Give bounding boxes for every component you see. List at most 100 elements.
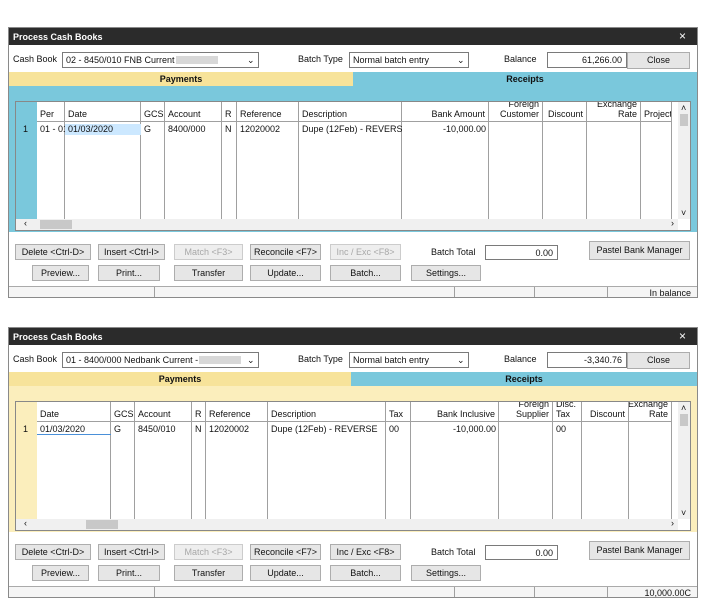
action-button[interactable]: Update... [250, 265, 321, 281]
status-text: In balance [649, 288, 691, 298]
action-button: Match <F3> [174, 544, 243, 560]
action-button[interactable]: Insert <Ctrl-I> [98, 544, 165, 560]
row-number: 1 [23, 124, 29, 134]
status-divider [154, 587, 155, 597]
balance-label: Balance [504, 54, 537, 64]
column-header: Bank Inclusive [411, 402, 499, 422]
action-button[interactable]: Update... [250, 565, 321, 581]
column-header: Foreign Customer [489, 102, 543, 122]
column-divider [141, 122, 165, 220]
column-header: Discount [582, 402, 629, 422]
status-divider [534, 287, 535, 297]
pastel-button[interactable]: Pastel Bank Manager [589, 241, 690, 260]
action-button[interactable]: Batch... [330, 565, 401, 581]
batch-type-label: Batch Type [298, 54, 343, 64]
close-button[interactable]: Close [627, 352, 690, 369]
grid-cell[interactable]: Dupe (12Feb) - REVERSE [271, 424, 378, 434]
action-button[interactable]: Delete <Ctrl-D> [15, 244, 91, 260]
grid-cell[interactable]: 8400/000 [168, 124, 206, 134]
grid-cell[interactable]: -10,000.00 [442, 124, 486, 134]
status-bar: In balance [9, 286, 697, 298]
action-button[interactable]: Transfer [174, 265, 243, 281]
column-divider [206, 422, 268, 520]
grid-cell[interactable]: 01 - 01, [40, 124, 65, 134]
grid-cell[interactable]: 01/03/2020 [65, 124, 141, 135]
payments-tab[interactable]: Payments [9, 372, 351, 386]
title-bar: Process Cash Books [9, 28, 697, 45]
action-button[interactable]: Reconcile <F7> [250, 544, 321, 560]
action-button[interactable]: Delete <Ctrl-D> [15, 544, 91, 560]
action-button[interactable]: Insert <Ctrl-I> [98, 244, 165, 260]
column-divider [37, 422, 111, 520]
column-divider [299, 122, 402, 220]
grid-cell[interactable]: N [225, 124, 232, 134]
grid: Per Date GCS Account R Reference Description Ba… [15, 101, 691, 231]
action-button[interactable]: Settings... [411, 265, 481, 281]
window: Process Cash Books × Cash Book 02 - 8450/01… [8, 27, 698, 298]
status-bar: 10,000.00C [9, 586, 697, 598]
column-header: Description [299, 102, 402, 122]
status-text: 10,000.00C [644, 588, 691, 598]
column-divider [587, 122, 641, 220]
row-number-column [16, 102, 37, 220]
status-divider [607, 287, 608, 297]
action-button[interactable]: Print... [98, 265, 160, 281]
column-divider [553, 422, 582, 520]
receipts-tab[interactable]: Receipts [353, 72, 697, 86]
column-divider [641, 122, 672, 220]
dropdown-arrow: ⌄ [247, 55, 255, 65]
column-divider [386, 422, 411, 520]
action-button[interactable]: Transfer [174, 565, 243, 581]
column-header: Discount [543, 102, 587, 122]
pastel-button[interactable]: Pastel Bank Manager [589, 541, 690, 560]
payments-tab[interactable]: Payments [9, 72, 353, 86]
action-button[interactable]: Batch... [330, 265, 401, 281]
balance-box: -3,340.76 [547, 352, 627, 368]
action-button[interactable]: Print... [98, 565, 160, 581]
grid-cell[interactable]: G [144, 124, 152, 134]
scroll-thumb [40, 220, 72, 229]
column-header: Reference [237, 102, 299, 122]
grid-cell[interactable]: 00 [389, 424, 400, 434]
grid-cell[interactable]: 8450/010 [138, 424, 176, 434]
action-button[interactable]: Settings... [411, 565, 481, 581]
grid-cell[interactable]: Dupe (12Feb) - REVERSE [302, 124, 402, 134]
status-divider [154, 287, 155, 297]
grid-cell[interactable]: 00 [556, 424, 567, 434]
close-icon[interactable]: × [679, 29, 687, 43]
column-header: Description [268, 402, 386, 422]
cash-book-combo[interactable]: 02 - 8450/010 FNB Current [62, 52, 259, 68]
scroll-thumb [680, 414, 688, 426]
column-header: GCS [141, 102, 165, 122]
column-divider [222, 122, 237, 220]
status-divider [534, 587, 535, 597]
dropdown-arrow: ⌄ [457, 55, 465, 65]
grid-cell[interactable]: 12020002 [240, 124, 281, 134]
action-button[interactable]: Preview... [32, 265, 89, 281]
receipts-tab[interactable]: Receipts [351, 372, 697, 386]
column-divider [582, 422, 629, 520]
grid-cell[interactable]: -10,000.00 [452, 424, 496, 434]
batch-total-box: 0.00 [485, 545, 558, 560]
cash-book-label: Cash Book [13, 54, 58, 64]
grid-cell[interactable]: 12020002 [209, 424, 250, 434]
grid-cell[interactable]: G [114, 424, 122, 434]
dropdown-arrow: ⌄ [247, 355, 255, 365]
column-header: Account [165, 102, 222, 122]
window: Process Cash Books × Cash Book 01 - 8400/00… [8, 327, 698, 598]
column-header: Per [37, 102, 65, 122]
column-divider [402, 122, 489, 220]
batch-type-combo[interactable]: Normal batch entry [349, 52, 469, 68]
column-header: Reference [206, 402, 268, 422]
grid-cell[interactable]: N [195, 424, 202, 434]
grid-cell[interactable]: 01/03/2020 [37, 424, 111, 435]
batch-type-combo[interactable]: Normal batch entry [349, 352, 469, 368]
close-button[interactable]: Close [627, 52, 690, 69]
action-button: Inc / Exc <F8> [330, 244, 401, 260]
action-button[interactable]: Inc / Exc <F8> [330, 544, 401, 560]
action-button[interactable]: Preview... [32, 565, 89, 581]
redacted [199, 356, 241, 364]
column-header: Disc. Tax [553, 402, 582, 422]
action-button[interactable]: Reconcile <F7> [250, 244, 321, 260]
close-icon[interactable]: × [679, 329, 687, 343]
